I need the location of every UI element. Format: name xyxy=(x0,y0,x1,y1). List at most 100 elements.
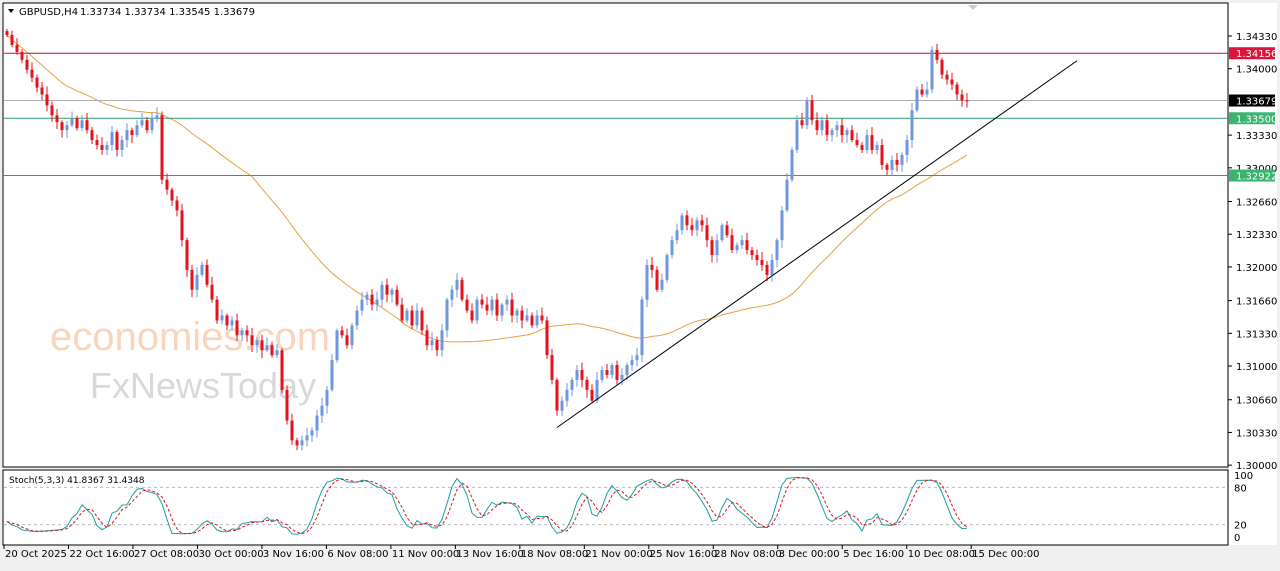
candle-body xyxy=(65,125,69,131)
candle-body xyxy=(895,159,899,165)
candle-body xyxy=(520,310,524,321)
time-tick-label: 11 Nov 00:00 xyxy=(392,549,459,560)
candle-body xyxy=(450,289,454,300)
candle-body xyxy=(240,330,244,336)
main-panel[interactable] xyxy=(2,2,1229,468)
candle-body xyxy=(785,179,789,211)
candle-body xyxy=(530,315,534,326)
candle-body xyxy=(15,44,19,52)
price-tick-label: 1.30330 xyxy=(1236,428,1277,439)
candle-body xyxy=(275,350,279,356)
stoch-panel[interactable] xyxy=(2,469,1229,546)
candle-body xyxy=(265,345,269,351)
candle-body xyxy=(435,340,439,351)
price-axis[interactable] xyxy=(1229,3,1277,545)
price-tick-label: 1.34000 xyxy=(1236,65,1277,76)
candle-body xyxy=(360,299,364,311)
candle-body xyxy=(50,105,54,116)
shift-marker-icon[interactable] xyxy=(968,5,978,10)
candle-body xyxy=(790,149,794,180)
candle-body xyxy=(725,225,729,236)
candle-body xyxy=(685,215,689,226)
candle-body xyxy=(690,225,694,231)
candle-body xyxy=(865,135,869,150)
candle-body xyxy=(830,130,834,136)
time-tick-label: 25 Nov 16:00 xyxy=(650,549,717,560)
candle-body xyxy=(925,89,929,95)
candle-body xyxy=(300,440,304,446)
candle-body xyxy=(560,400,564,411)
candle-body xyxy=(110,132,114,146)
candle-body xyxy=(595,379,599,401)
candle-body xyxy=(25,59,29,70)
candle-body xyxy=(825,120,829,136)
candle-body xyxy=(580,370,584,380)
candle-body xyxy=(45,94,49,106)
candle-body xyxy=(835,125,839,131)
candle-body xyxy=(660,279,664,290)
candle-body xyxy=(720,225,724,241)
price-tick-label: 1.30000 xyxy=(1236,461,1277,472)
stoch-tick-label: 100 xyxy=(1234,471,1253,482)
candle-body xyxy=(780,210,784,241)
time-tick-label: 28 Nov 08:00 xyxy=(714,549,781,560)
candle-body xyxy=(695,220,699,231)
candle-body xyxy=(650,264,654,270)
candle-body xyxy=(935,49,939,60)
price-tick-label: 1.30660 xyxy=(1236,396,1277,407)
stoch-title: Stoch(5,3,3) 41.8367 31.4348 xyxy=(9,476,145,486)
time-tick-label: 3 Nov 16:00 xyxy=(263,549,324,560)
resistance-price-label-bg xyxy=(1229,47,1275,60)
candle-body xyxy=(130,130,134,136)
candle-body xyxy=(335,330,339,361)
candle-body xyxy=(840,125,844,136)
candle-body xyxy=(605,370,609,375)
candle-body xyxy=(815,120,819,131)
fxnewstoday-watermark: FxNewsToday xyxy=(90,365,316,406)
candle-body xyxy=(855,140,859,146)
stoch-tick-label: 0 xyxy=(1234,533,1240,544)
support-price-label-bg xyxy=(1229,112,1275,125)
candle-body xyxy=(540,315,544,321)
candle-body xyxy=(315,415,319,431)
time-tick-label: 3 Dec 00:00 xyxy=(779,549,840,560)
candle-body xyxy=(645,264,649,300)
time-tick-label: 30 Oct 00:00 xyxy=(198,549,263,560)
collapse-triangle-icon[interactable] xyxy=(8,9,14,13)
candle-body xyxy=(885,164,889,170)
candle-body xyxy=(555,379,559,411)
stoch-d-line xyxy=(6,477,968,535)
candle-body xyxy=(670,240,674,256)
support-price-label-bg xyxy=(1229,169,1275,182)
candle-body xyxy=(655,269,659,290)
candle-body xyxy=(795,120,799,150)
candle-body xyxy=(140,120,144,126)
candle-body xyxy=(60,122,64,131)
trendline xyxy=(556,60,1078,428)
candle-body xyxy=(710,240,714,256)
time-tick-label: 13 Nov 16:00 xyxy=(456,549,523,560)
candle-body xyxy=(280,350,284,390)
candle-body xyxy=(860,145,864,150)
candle-body xyxy=(675,230,679,241)
candle-body xyxy=(290,420,294,441)
price-tick-label: 1.31660 xyxy=(1236,297,1277,308)
candle-body xyxy=(205,264,209,285)
candle-body xyxy=(390,289,394,295)
candle-body xyxy=(565,389,569,401)
candle-body xyxy=(380,284,384,300)
candle-body xyxy=(640,299,644,356)
resistance-price-label: 1.34156 xyxy=(1236,49,1277,60)
candle-body xyxy=(370,294,374,305)
candle-body xyxy=(365,294,369,300)
candle-body xyxy=(95,140,99,146)
price-tick-label: 1.33000 xyxy=(1236,164,1277,175)
candle-body xyxy=(225,315,229,326)
candle-body xyxy=(100,145,104,150)
price-tick-label: 1.34330 xyxy=(1236,32,1277,43)
candle-body xyxy=(490,299,494,311)
candle-body xyxy=(890,159,894,170)
candle-body xyxy=(570,379,574,390)
candle-body xyxy=(525,315,529,321)
